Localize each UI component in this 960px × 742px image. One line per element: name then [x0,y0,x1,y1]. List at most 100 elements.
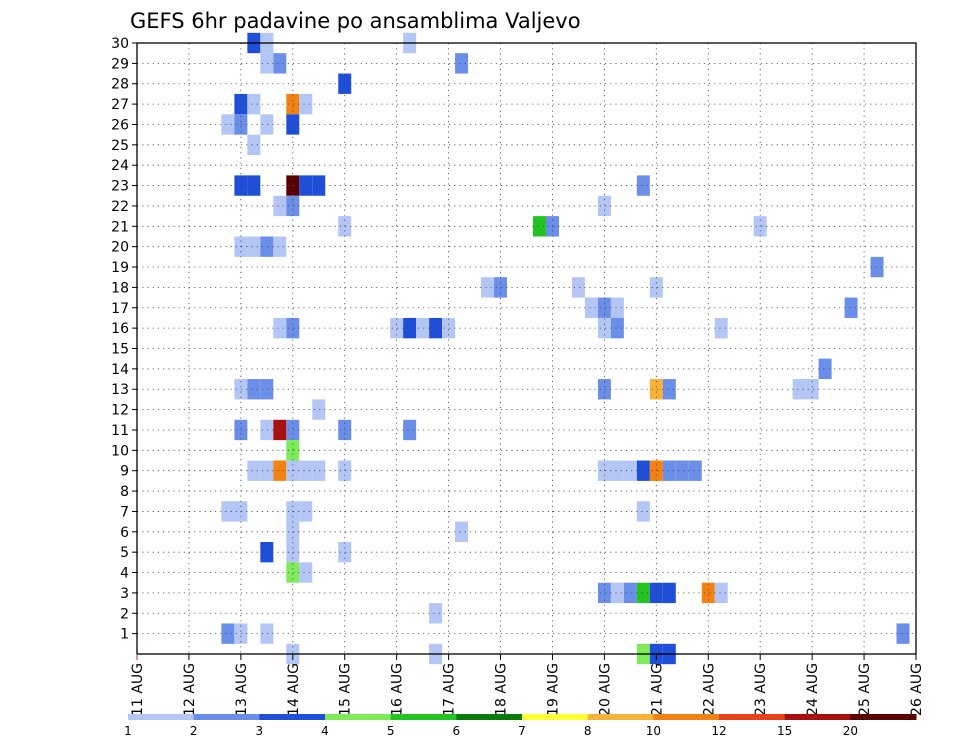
heatmap-cell [545,216,559,237]
heatmap-cell [584,297,598,318]
heatmap-cell [753,216,767,237]
colorbar-label: 7 [518,724,526,738]
heatmap-cell [273,53,287,74]
x-tick-label: 17 AUG [442,663,458,716]
heatmap-cell [286,419,300,441]
y-tick-label: 9 [120,464,129,480]
heatmap-cell [455,53,469,74]
colorbar-swatch [719,714,786,720]
heatmap-cell [260,460,274,481]
heatmap-cell [312,175,326,196]
heatmap-cell [688,460,702,481]
heatmap-cell [636,175,650,196]
x-axis: 11 AUG 12 AUG 13 AUG 14 AUG 15 AUG 16 AUG 17 A… [130,654,925,716]
heatmap-cell [260,419,274,441]
heatmap-cell [429,317,443,339]
heatmap-cell [403,419,417,441]
heatmap-cell [610,317,624,339]
heatmap-cell [312,460,326,481]
heatmap-cell [247,134,261,156]
y-tick-label: 7 [120,504,129,520]
y-tick-label: 8 [120,484,129,500]
heatmap-cell [636,501,650,522]
colorbar-label: 2 [190,724,198,738]
colorbar-swatch [325,714,392,720]
y-tick-label: 13 [111,382,129,398]
heatmap-cell [338,73,352,94]
heatmap-cell [221,501,235,522]
heatmap-cell [247,236,261,257]
heatmap-cell [234,93,248,115]
y-tick-label: 1 [120,627,129,643]
heatmap-cell [649,379,663,400]
heatmap-cell [818,358,832,380]
heatmap-cell [286,317,300,339]
x-tick-label: 25 AUG [857,663,873,716]
heatmap-cell [286,175,300,196]
heatmap-cell [623,582,637,604]
heatmap-cell [234,419,248,441]
x-tick-label: 16 AUG [390,663,406,716]
y-tick-label: 2 [120,606,129,622]
heatmap-cell [286,541,300,563]
y-tick-label: 11 [111,423,129,439]
heatmap-cell [610,297,624,318]
heatmap-cell [286,460,300,481]
heatmap-cell [610,582,624,604]
y-tick-label: 14 [111,362,129,378]
heatmap-cell [234,175,248,196]
x-tick-label: 19 AUG [545,663,561,716]
y-tick-label: 28 [111,77,129,93]
heatmap-cell [286,93,300,115]
y-tick-label: 25 [111,138,129,154]
heatmap-cell [260,53,274,74]
heatmap-cell [805,379,819,400]
heatmap-cell [597,582,611,604]
heatmap-cell [481,277,495,298]
heatmap-cell [221,623,235,644]
heatmap-cell [597,460,611,481]
heatmap-cell [338,460,352,481]
colorbar-swatch [259,714,326,720]
heatmap-cell [234,379,248,400]
heatmap-cell [610,460,624,481]
heatmap-cell [286,114,300,135]
y-tick-label: 16 [111,321,129,337]
heatmap-cell [286,195,300,217]
heatmap-cell [390,317,404,339]
x-tick-label: 20 AUG [597,663,613,716]
colorbar-swatch [653,714,720,720]
heatmap-cell [701,582,715,604]
y-tick-label: 4 [120,566,129,582]
heatmap-cell [416,317,430,339]
heatmap-cell [312,399,326,420]
y-tick-label: 3 [120,586,129,602]
y-tick-label: 24 [111,158,129,174]
heatmap-cell [649,460,663,481]
colorbar-swatch [456,714,523,720]
y-tick-label: 26 [111,117,129,133]
heatmap-cell [338,216,352,237]
heatmap-cell [260,379,274,400]
heatmap-cell [299,175,313,196]
colorbar-swatch [522,714,589,720]
y-tick-label: 6 [120,525,129,541]
y-tick-label: 10 [111,443,129,459]
x-tick-label: 13 AUG [234,663,250,716]
x-tick-label: 23 AUG [753,663,769,716]
x-tick-label: 18 AUG [494,663,510,716]
heatmap-cell [675,460,689,481]
y-tick-label: 20 [111,240,129,256]
heatmap-cell [844,297,858,318]
heatmap-cell [442,317,456,339]
heatmap-cell [273,317,287,339]
colorbar-label: 1 [124,724,132,738]
heatmap-cell [662,460,676,481]
heatmap-cell [662,582,676,604]
heatmap-cell [649,582,663,604]
colorbar-label: 6 [453,724,461,738]
y-tick-label: 27 [111,97,129,113]
y-tick-label: 23 [111,179,129,195]
colorbar-label: 4 [321,724,329,738]
